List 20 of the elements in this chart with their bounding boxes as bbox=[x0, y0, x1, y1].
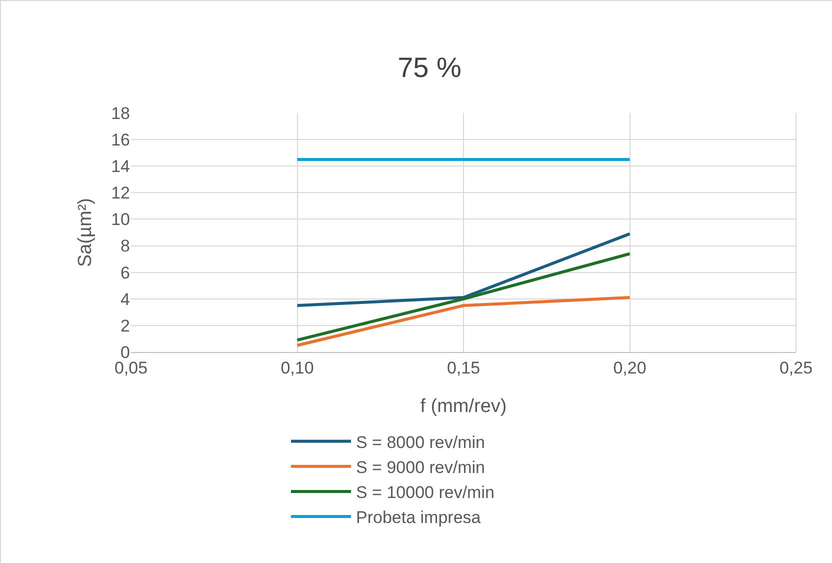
x-tick-label: 0,15 bbox=[446, 358, 480, 378]
y-tick-label: 8 bbox=[120, 236, 130, 256]
y-tick-label: 14 bbox=[111, 157, 130, 176]
legend-label: S = 8000 rev/min bbox=[356, 432, 485, 452]
x-tick-label: 0,20 bbox=[613, 358, 646, 378]
x-tick-label: 0,25 bbox=[779, 358, 813, 378]
y-tick-label: 18 bbox=[111, 104, 130, 123]
y-tick-label: 12 bbox=[111, 184, 130, 203]
x-axis-title: f (mm/rev) bbox=[420, 396, 507, 418]
y-axis-title: Sa(µm²) bbox=[74, 198, 96, 267]
y-tick-label: 6 bbox=[120, 263, 130, 282]
x-tick-label: 0,10 bbox=[280, 358, 314, 378]
legend-label: Probeta impresa bbox=[356, 508, 482, 528]
y-tick-label: 10 bbox=[111, 210, 130, 230]
y-tick-label: 16 bbox=[111, 130, 130, 150]
legend-label: S = 9000 rev/min bbox=[356, 458, 485, 477]
y-tick-label: 4 bbox=[120, 290, 130, 309]
legend-label: S = 10000 rev/min bbox=[356, 483, 494, 502]
y-tick-label: 2 bbox=[120, 316, 130, 336]
chart-title: 75 % bbox=[398, 52, 462, 83]
